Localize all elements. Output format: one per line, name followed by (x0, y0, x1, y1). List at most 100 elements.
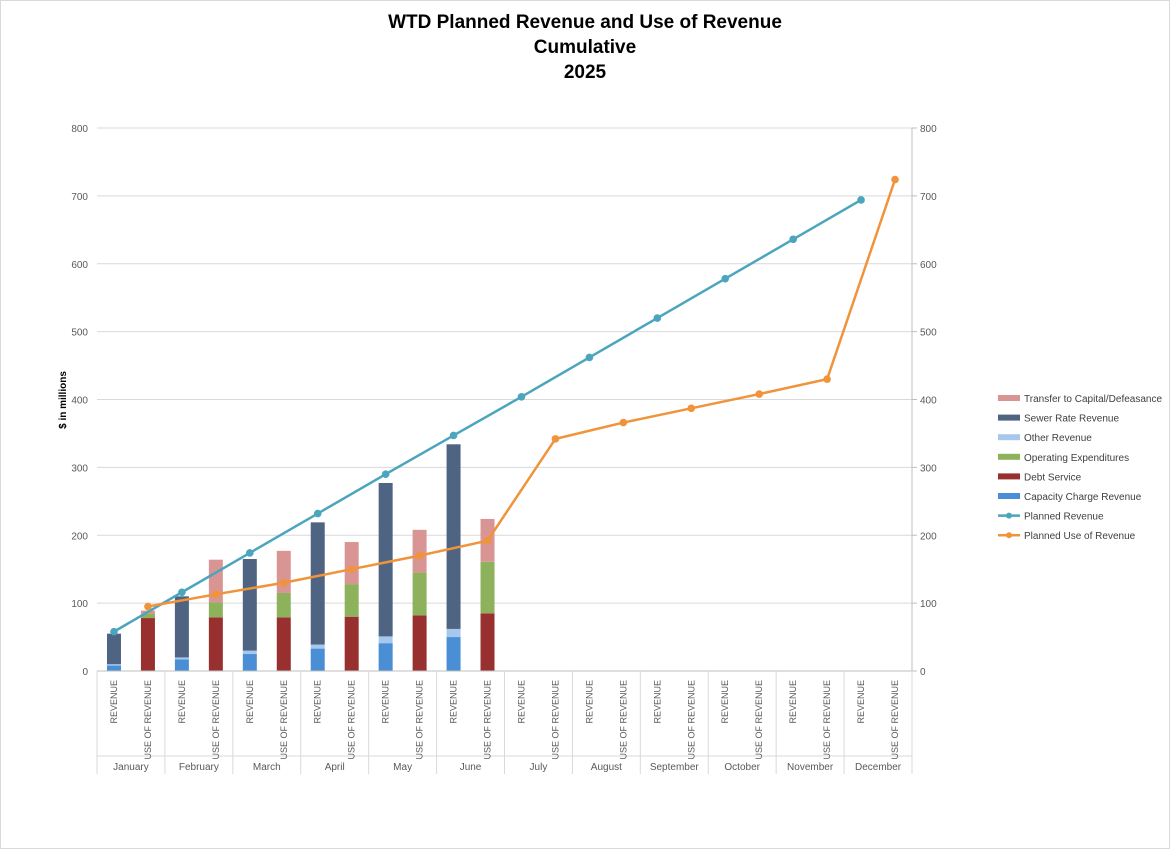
bar-sewer-rate-revenue-april (310, 522, 325, 645)
y2-tick-label: 700 (920, 192, 937, 203)
bar-operating-expenditures-january (140, 613, 155, 619)
y-axis-left: 0 100 200 300 400 500 600 700 800 (71, 124, 88, 678)
legend-swatch-capacity-charge-revenue (998, 493, 1020, 499)
legend: Transfer to Capital/Defeasance Sewer Rate… (998, 394, 1162, 542)
lines (110, 175, 899, 636)
bar-capacity-charge-revenue-february (174, 659, 189, 671)
x-category-label: USE OF REVENUE (415, 680, 425, 760)
x-category-label: REVENUE (313, 680, 323, 724)
bar-capacity-charge-revenue-march (242, 654, 257, 671)
y2-tick-label: 0 (920, 667, 926, 678)
bar-capacity-charge-revenue-may (378, 643, 393, 671)
bar-sewer-rate-revenue-january (106, 633, 121, 665)
legend-label-debt-service: Debt Service (1024, 472, 1082, 483)
x-category-label: REVENUE (381, 680, 391, 724)
legend-label-sewer-rate-revenue: Sewer Rate Revenue (1024, 414, 1119, 425)
x-category-label: USE OF REVENUE (550, 680, 560, 760)
legend-swatch-sewer-rate-revenue (998, 414, 1020, 421)
x-category-label: USE OF REVENUE (211, 680, 221, 760)
bar-debt-service-march (276, 617, 291, 671)
planned-revenue-point-january (110, 627, 118, 636)
x-category-label: REVENUE (720, 680, 730, 724)
legend-label-capacity-charge-revenue: Capacity Charge Revenue (1024, 492, 1142, 503)
bar-transfer-to-capital-defeasance-april (344, 542, 359, 585)
y2-tick-label: 100 (920, 599, 937, 610)
bar-operating-expenditures-march (276, 592, 291, 618)
x-category-label: REVENUE (584, 680, 594, 724)
planned-use-of-revenue-point-october (755, 390, 763, 398)
x-month-label: February (179, 762, 219, 773)
bar-capacity-charge-revenue-april (310, 648, 325, 671)
bar-other-revenue-june (446, 628, 461, 638)
legend-label-other-revenue: Other Revenue (1024, 433, 1092, 444)
bar-sewer-rate-revenue-june (446, 444, 461, 629)
planned-revenue-point-march (246, 549, 254, 557)
planned-revenue-point-august (585, 353, 594, 362)
bar-operating-expenditures-april (344, 584, 359, 617)
planned-revenue-point-april (313, 509, 322, 518)
x-month-label: May (393, 762, 412, 773)
planned-use-of-revenue-point-april (347, 565, 356, 573)
planned-use-of-revenue-point-june (483, 536, 492, 545)
bar-debt-service-april (344, 616, 359, 671)
x-month-label: April (325, 762, 345, 773)
bar-other-revenue-april (310, 644, 325, 649)
legend-label-planned-use-of-revenue: Planned Use of Revenue (1024, 531, 1136, 542)
x-category-label: REVENUE (652, 680, 662, 724)
y2-tick-label: 600 (920, 260, 937, 271)
bar-other-revenue-january (106, 664, 121, 666)
y-tick-label: 100 (71, 599, 88, 610)
x-category-label: USE OF REVENUE (347, 680, 357, 760)
planned-use-of-revenue-point-march (279, 578, 288, 587)
planned-use-of-revenue-point-november (823, 375, 831, 383)
x-month-label: January (113, 762, 149, 773)
y2-tick-label: 400 (920, 396, 937, 407)
bar-other-revenue-february (174, 657, 189, 660)
bar-debt-service-may (412, 615, 427, 671)
x-category-label: REVENUE (109, 680, 119, 724)
x-category-label: USE OF REVENUE (754, 680, 764, 760)
planned-revenue-point-may (381, 470, 390, 478)
x-category-label: REVENUE (245, 680, 255, 724)
y-axis-label: $ in millions (58, 371, 69, 429)
bar-transfer-to-capital-defeasance-march (276, 550, 291, 593)
planned-use-of-revenue-point-july (551, 435, 560, 443)
y2-tick-label: 500 (920, 328, 937, 339)
y2-tick-label: 800 (920, 124, 937, 135)
y-tick-label: 0 (82, 667, 88, 678)
x-category-label: USE OF REVENUE (890, 680, 900, 760)
planned-use-of-revenue-point-february (212, 590, 220, 599)
chart-title: WTD Planned Revenue and Use of Revenue (388, 12, 782, 33)
y-tick-label: 700 (71, 192, 88, 203)
x-category-label: REVENUE (856, 680, 866, 724)
x-axis: REVENUE USE OF REVENUE January REVENUE USE O… (96, 670, 913, 774)
bar-other-revenue-march (242, 650, 257, 655)
legend-marker-planned-use-of-revenue (1006, 532, 1012, 539)
x-month-label: October (724, 762, 760, 773)
legend-swatch-other-revenue (998, 434, 1020, 441)
bar-operating-expenditures-may (412, 572, 427, 616)
planned-revenue-point-june (449, 431, 458, 440)
y-tick-label: 500 (71, 328, 88, 339)
x-category-label: REVENUE (177, 680, 187, 724)
legend-swatch-transfer-to-capital-defeasance (998, 395, 1020, 401)
x-month-label: September (650, 762, 700, 773)
legend-swatch-debt-service (998, 473, 1020, 480)
y-tick-label: 800 (71, 124, 88, 135)
x-month-label: December (855, 762, 902, 773)
bar-transfer-to-capital-defeasance-may (412, 529, 427, 573)
x-category-label: USE OF REVENUE (686, 680, 696, 760)
y2-tick-label: 200 (920, 531, 937, 542)
chart-year: 2025 (563, 62, 607, 83)
y-tick-label: 300 (71, 463, 88, 474)
x-month-label: March (253, 762, 281, 773)
legend-label-transfer-to-capital-defeasance: Transfer to Capital/Defeasance (1024, 394, 1162, 405)
y-tick-label: 200 (71, 531, 88, 542)
chart-subtitle: Cumulative (533, 37, 637, 58)
planned-use-of-revenue-point-august (619, 418, 628, 427)
bar-operating-expenditures-june (480, 561, 495, 614)
planned-use-of-revenue-point-december (891, 175, 899, 184)
y-tick-label: 400 (71, 396, 88, 407)
